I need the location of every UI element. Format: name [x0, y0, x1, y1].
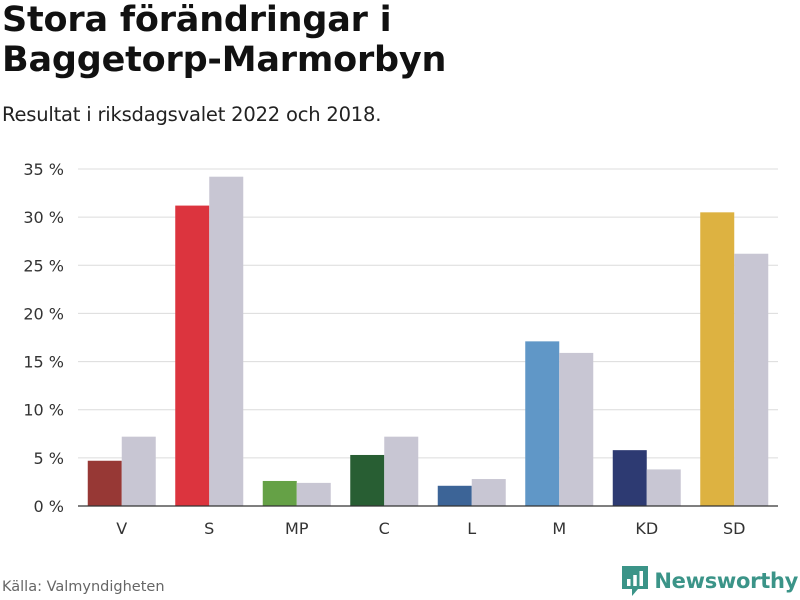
y-tick-label: 30 %: [23, 208, 64, 227]
bar-chart: 0 % 5 % 10 % 15 % 20 % 25 % 30 % 35 % V S MP C L M KD…: [23, 160, 778, 538]
y-tick-label: 25 %: [23, 256, 64, 275]
bar-2022-c: [350, 454, 385, 506]
x-tick-label: L: [467, 519, 476, 538]
bar-2018-sd: [734, 253, 769, 506]
bar-2018-m: [559, 352, 594, 506]
chart-subtitle: Resultat i riksdagsvalet 2022 och 2018.: [2, 103, 382, 126]
x-tick-label: KD: [635, 519, 658, 538]
x-tick-label: C: [379, 519, 390, 538]
y-tick-label: 5 %: [34, 449, 64, 468]
chart-title: Stora förändringar i Baggetorp-Marmorbyn: [2, 0, 446, 80]
bar-2022-mp: [262, 480, 297, 506]
chart-title-line-2: Baggetorp-Marmorbyn: [2, 40, 447, 80]
bar-2022-m: [525, 341, 560, 506]
source-note: Källa: Valmyndigheten: [2, 579, 165, 595]
bar-2022-v: [87, 460, 122, 506]
bars: [87, 176, 769, 507]
bar-2018-mp: [296, 482, 331, 506]
y-tick-label: 10 %: [23, 401, 64, 420]
bar-2022-s: [175, 205, 210, 507]
bar-2018-l: [471, 479, 506, 506]
x-tick-label: SD: [723, 519, 745, 538]
bar-2022-l: [437, 485, 472, 506]
bar-2018-v: [121, 436, 156, 506]
x-tick-label: V: [116, 519, 127, 538]
brand-logo: Newsworthy: [622, 566, 798, 596]
y-tick-label: 15 %: [23, 353, 64, 372]
bar-2018-s: [209, 176, 244, 506]
chart-title-line-1: Stora förändringar i: [2, 0, 392, 40]
bar-2018-c: [384, 436, 419, 506]
y-tick-label: 35 %: [23, 160, 64, 179]
y-tick-label: 20 %: [23, 304, 64, 323]
x-tick-label: S: [204, 519, 214, 538]
y-axis-tick-labels: 0 % 5 % 10 % 15 % 20 % 25 % 30 % 35 %: [23, 160, 64, 516]
bar-2022-sd: [700, 212, 735, 507]
x-axis-tick-labels: V S MP C L M KD SD: [116, 519, 745, 538]
y-tick-label: 0 %: [34, 497, 64, 516]
brand-name: Newsworthy: [654, 569, 798, 593]
x-tick-label: M: [552, 519, 566, 538]
newsworthy-logo-icon: [622, 566, 649, 596]
bar-2018-kd: [646, 469, 681, 506]
bar-2022-kd: [612, 450, 647, 506]
x-tick-label: MP: [285, 519, 309, 538]
